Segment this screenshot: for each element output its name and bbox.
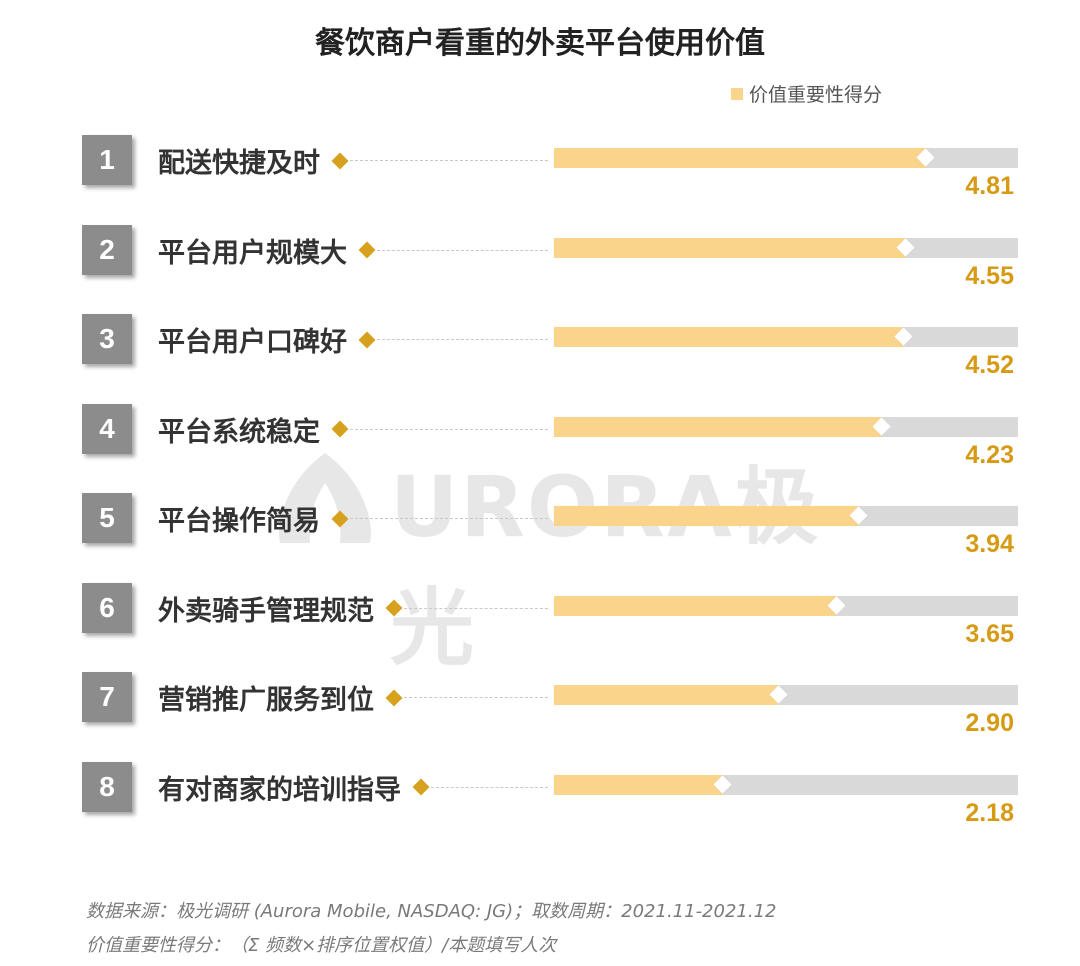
- leader-line: [377, 249, 548, 251]
- bar-row: 1 配送快捷及时 4.81: [0, 135, 1080, 215]
- legend: 价值重要性得分: [731, 80, 882, 107]
- diamond-icon: [385, 689, 403, 706]
- bar-row: 6 外卖骑手管理规范 3.65: [0, 582, 1080, 663]
- category-label: 外卖骑手管理规范: [158, 595, 374, 627]
- value-label: 4.81: [965, 172, 1014, 200]
- rank-badge: 4: [82, 403, 132, 454]
- category-label: 有对商家的培训指导: [158, 774, 401, 806]
- leader-line: [377, 339, 548, 340]
- bar-track: [554, 774, 1018, 795]
- rank-badge: 2: [82, 224, 132, 275]
- bar-fill: [554, 327, 904, 347]
- leader-line: [350, 428, 548, 430]
- value-label: 4.52: [965, 351, 1014, 379]
- diamond-icon: [331, 420, 349, 438]
- bar-fill: [554, 595, 837, 616]
- footnote-definition: 价值重要性得分：（Σ 频数×排序位置权值）/本题填写人次: [86, 935, 557, 956]
- category-label: 平台用户口碑好: [158, 327, 347, 358]
- legend-label: 价值重要性得分: [749, 84, 883, 106]
- rank-badge: 6: [82, 582, 132, 633]
- leader-line: [350, 160, 548, 161]
- bar-fill: [554, 506, 859, 526]
- bar-track: [554, 416, 1018, 437]
- bar-track: [554, 685, 1018, 705]
- bar-track: [554, 506, 1018, 526]
- diamond-icon: [358, 331, 376, 348]
- diamond-icon: [412, 778, 430, 796]
- legend-swatch: [731, 87, 743, 100]
- category-label-row: 有对商家的培训指导: [158, 768, 548, 807]
- bar-fill: [554, 685, 779, 705]
- chart-title: 餐饮商户看重的外卖平台使用价值: [315, 26, 765, 61]
- diamond-icon: [358, 241, 376, 259]
- category-label-row: 营销推广服务到位: [158, 678, 548, 717]
- value-label: 2.90: [965, 709, 1014, 737]
- bar-fill: [554, 148, 926, 168]
- value-label: 3.94: [965, 530, 1014, 558]
- bar-track: [554, 148, 1018, 168]
- leader-line: [404, 607, 548, 609]
- bar-track: [554, 327, 1018, 347]
- rank-badge: 3: [82, 314, 132, 364]
- rank-badge: 1: [82, 135, 132, 185]
- bar-row: 7 营销推广服务到位 2.90: [0, 672, 1080, 752]
- leader-line: [350, 518, 548, 519]
- rank-badge: 8: [82, 761, 132, 812]
- value-label: 2.18: [965, 798, 1014, 827]
- leader-line: [404, 697, 548, 698]
- bar-row: 5 平台操作简易 3.94: [0, 493, 1080, 573]
- value-label: 4.23: [965, 440, 1014, 469]
- aurora-logo-icon: [279, 453, 371, 543]
- footnote-source: 数据来源：极光调研 (Aurora Mobile, NASDAQ: JG)；取数…: [86, 901, 777, 922]
- value-label: 4.55: [965, 261, 1014, 290]
- leader-line: [431, 786, 548, 788]
- bar-fill: [554, 237, 906, 258]
- bar-track: [554, 595, 1018, 616]
- bar-fill: [554, 416, 882, 437]
- category-label-row: 平台用户口碑好: [158, 320, 548, 359]
- category-label: 平台操作简易: [158, 506, 320, 537]
- rank-badge: 5: [82, 493, 132, 543]
- bar-row: 2 平台用户规模大 4.55: [0, 224, 1080, 305]
- category-label: 平台用户规模大: [158, 237, 347, 269]
- category-label-row: 平台操作简易: [158, 499, 548, 538]
- value-label: 3.65: [965, 619, 1014, 648]
- bar-fill: [554, 774, 723, 795]
- bar-track: [554, 237, 1018, 258]
- category-label: 配送快捷及时: [158, 148, 320, 179]
- diamond-icon: [331, 152, 349, 169]
- category-label-row: 平台用户规模大: [158, 231, 548, 270]
- category-label: 营销推广服务到位: [158, 685, 374, 716]
- category-label-row: 配送快捷及时: [158, 141, 548, 180]
- rank-badge: 7: [82, 672, 132, 722]
- diamond-icon: [331, 510, 349, 527]
- bar-row: 4 平台系统稳定 4.23: [0, 403, 1080, 484]
- category-label-row: 外卖骑手管理规范: [158, 589, 548, 628]
- bar-row: 8 有对商家的培训指导 2.18: [0, 761, 1080, 842]
- diamond-icon: [385, 599, 403, 617]
- category-label: 平台系统稳定: [158, 416, 320, 448]
- bar-row: 3 平台用户口碑好 4.52: [0, 314, 1080, 394]
- category-label-row: 平台系统稳定: [158, 410, 548, 449]
